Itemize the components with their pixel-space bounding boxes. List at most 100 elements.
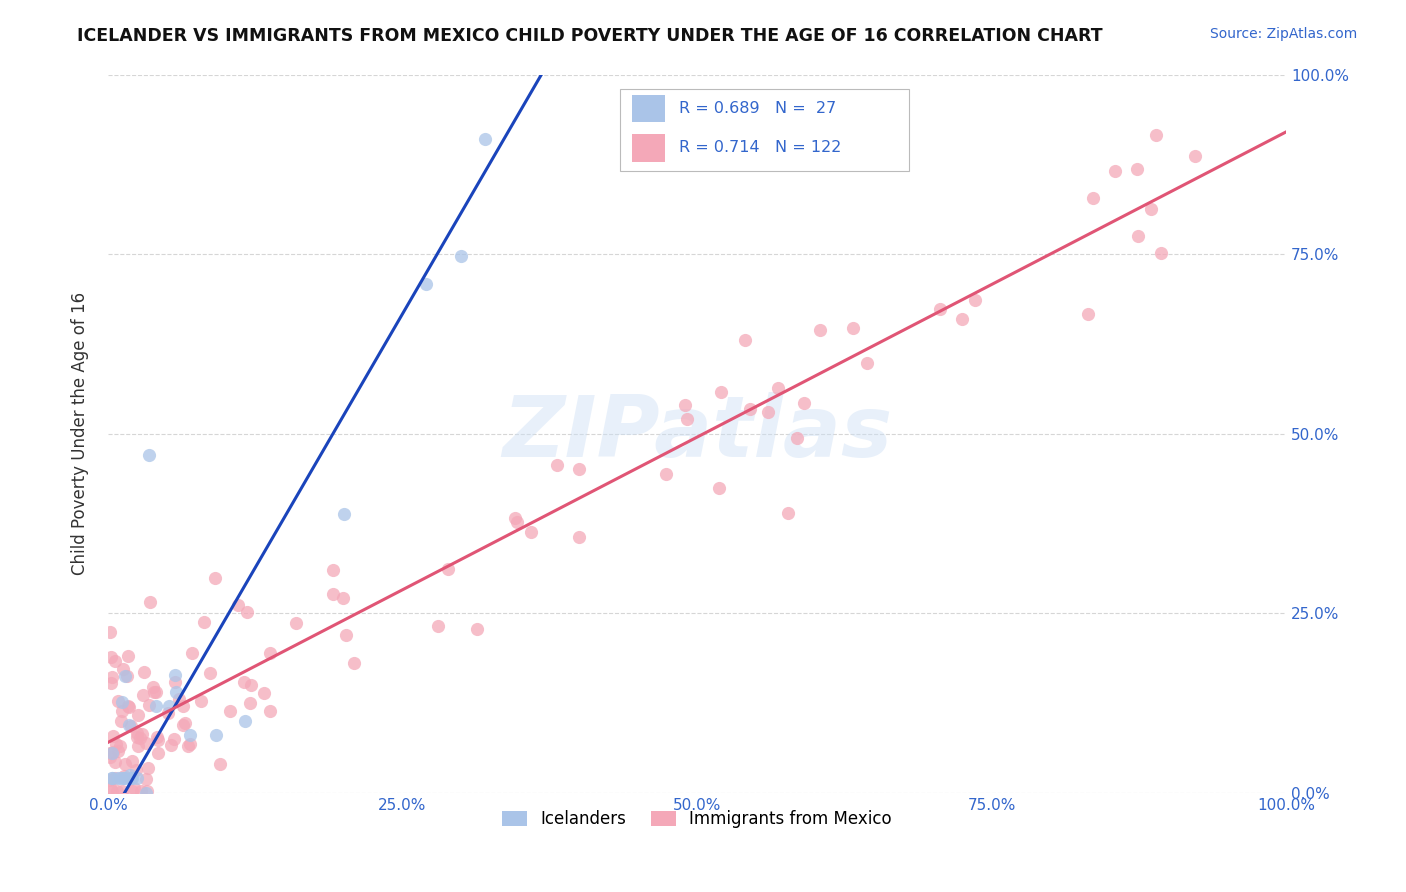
Point [122,781,145,796]
Point [204,571,226,585]
Point [174,716,197,731]
Point [125,764,148,778]
Point [778,506,800,520]
Point [111,704,134,718]
Point [209,757,232,772]
Point [98,772,121,787]
Y-axis label: Child Poverty Under the Age of 16: Child Poverty Under the Age of 16 [72,292,89,575]
Point [226,598,249,612]
Point [568,530,591,544]
Point [142,681,165,695]
Point [343,656,366,670]
Point [284,615,307,630]
Point [232,675,254,690]
Point [107,744,129,758]
Point [146,746,169,760]
Text: ICELANDER VS IMMIGRANTS FROM MEXICO CHILD POVERTY UNDER THE AGE OF 16 CORRELATIO: ICELANDER VS IMMIGRANTS FROM MEXICO CHIL… [77,27,1102,45]
Point [506,515,529,529]
Point [163,674,186,689]
Bar [633,135,665,161]
Point [1140,202,1163,217]
Point [1104,164,1126,178]
Point [332,507,354,521]
Point [135,736,157,750]
Point [786,431,808,445]
Point [856,355,879,369]
Point [219,704,242,718]
Point [172,699,194,714]
Point [107,772,129,786]
Point [129,731,152,746]
Point [239,696,262,710]
Point [322,562,344,576]
Point [131,727,153,741]
Point [415,277,437,291]
Point [101,772,124,786]
Point [100,676,122,690]
Point [427,618,450,632]
Point [101,772,124,786]
Point [239,678,262,692]
Point [115,669,138,683]
Point [163,732,186,747]
Point [108,739,131,753]
Point [135,772,157,786]
Point [842,321,865,335]
Point [156,706,179,720]
Point [963,293,986,307]
Point [157,699,180,714]
Text: R = 0.714   N = 122: R = 0.714 N = 122 [679,140,842,155]
Point [233,714,256,728]
Point [163,668,186,682]
Point [98,750,121,764]
Point [114,668,136,682]
Point [167,692,190,706]
Point [110,772,132,786]
Point [929,301,952,316]
Point [127,708,149,723]
Point [131,784,153,798]
Point [118,767,141,781]
Point [710,384,733,399]
Point [808,322,831,336]
Bar [620,89,910,171]
Point [135,786,157,800]
Point [118,699,141,714]
Bar [633,95,665,122]
Point [259,646,281,660]
Point [132,665,155,680]
Point [104,655,127,669]
Point [146,733,169,747]
Point [655,467,678,481]
Point [756,405,779,419]
Text: R = 0.689   N =  27: R = 0.689 N = 27 [679,101,837,116]
Point [253,686,276,700]
Point [112,769,135,783]
Point [474,132,496,146]
Point [110,714,132,729]
Point [160,738,183,752]
Point [793,396,815,410]
Point [1150,246,1173,260]
Point [235,605,257,619]
Point [734,334,756,348]
Point [121,772,143,786]
Point [709,481,731,495]
Point [98,780,121,795]
Point [465,622,488,636]
Point [450,249,472,263]
Point [1128,229,1150,244]
Point [111,784,134,798]
Point [125,772,148,786]
Point [179,728,201,742]
Point [335,628,357,642]
Point [121,754,143,768]
Text: ZIPatlas: ZIPatlas [502,392,891,475]
Point [101,746,124,760]
Point [98,624,121,639]
Point [676,411,699,425]
Point [1083,191,1105,205]
Point [436,562,458,576]
Point [121,772,143,786]
Point [950,311,973,326]
